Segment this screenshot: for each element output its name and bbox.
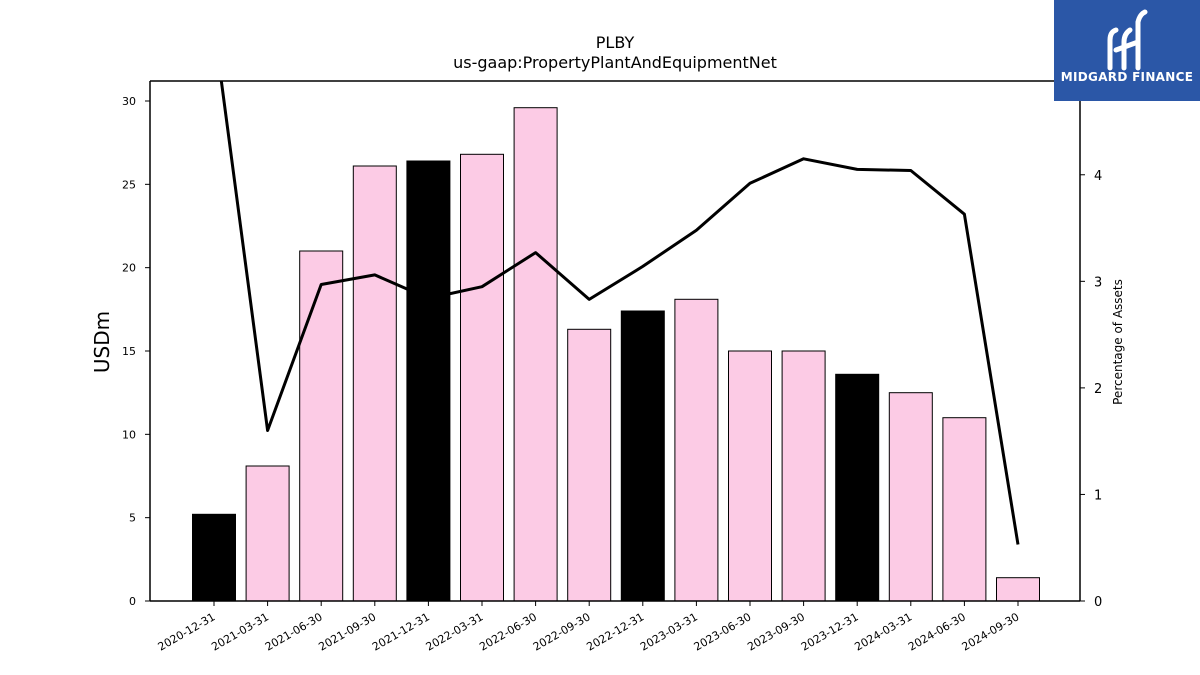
x-tick-label: 2024-03-31: [852, 610, 914, 653]
logo-text: MIDGARD FINANCE: [1061, 70, 1193, 84]
y-tick-label: 10: [122, 428, 136, 441]
chart-title: PLBY: [596, 33, 635, 52]
chart-subtitle: us-gaap:PropertyPlantAndEquipmentNet: [453, 53, 777, 72]
x-tick-label: 2022-06-30: [477, 610, 539, 653]
x-tick-label: 2024-09-30: [960, 610, 1022, 653]
x-tick-label: 2023-03-31: [638, 610, 700, 653]
bar: [781, 350, 826, 602]
bar: [728, 350, 772, 602]
bar: [996, 577, 1040, 602]
y2-tick-label: 0: [1094, 595, 1102, 610]
bar: [352, 165, 397, 602]
bar: [192, 513, 236, 602]
bar-series: [192, 107, 1040, 602]
x-tick-label: 2023-12-31: [799, 610, 861, 653]
x-tick-label: 2022-03-31: [424, 610, 486, 653]
bar: [245, 465, 290, 602]
y-axis-right-ticks: 0 1 2 3 4: [1080, 169, 1102, 610]
y-tick-label: 15: [122, 345, 136, 358]
x-tick-label: 2021-06-30: [263, 610, 325, 653]
bar: [674, 298, 719, 602]
x-tick-label: 2021-03-31: [209, 610, 271, 653]
logo-mark-icon: [1107, 9, 1148, 71]
x-tick-label: 2021-09-30: [316, 610, 378, 653]
y-tick-label: 20: [122, 262, 136, 275]
x-tick-label: 2023-09-30: [745, 610, 807, 653]
bar: [460, 153, 504, 602]
line-series: [219, 81, 1020, 545]
x-tick-label: 2022-09-30: [531, 610, 593, 653]
y-tick-label: 25: [122, 178, 136, 191]
bar: [513, 107, 558, 602]
bar: [299, 250, 344, 602]
y2-tick-label: 4: [1094, 169, 1102, 184]
x-tick-label: 2020-12-31: [156, 610, 218, 653]
bar: [406, 160, 451, 602]
y-tick-label: 0: [129, 595, 136, 608]
y2-tick-label: 2: [1094, 382, 1102, 397]
percentage-line: [219, 81, 1020, 545]
x-tick-label: 2023-06-30: [692, 610, 754, 653]
y2-axis-label: Percentage of Assets: [1111, 279, 1125, 405]
y-tick-label: 5: [129, 512, 136, 525]
x-tick-label: 2024-06-30: [906, 610, 968, 653]
y2-tick-label: 3: [1094, 275, 1102, 290]
x-tick-label: 2021-12-31: [370, 610, 432, 653]
bar: [942, 417, 987, 602]
y2-tick-label: 1: [1094, 488, 1102, 503]
bar: [567, 328, 612, 602]
y-tick-label: 30: [122, 95, 136, 108]
y-axis-label: USDm: [90, 311, 114, 373]
midgard-finance-logo: MIDGARD FINANCE: [1054, 0, 1200, 101]
bar: [835, 373, 880, 602]
bar: [888, 392, 933, 602]
bar: [620, 310, 665, 602]
x-tick-label: 2022-12-31: [584, 610, 646, 653]
x-axis-ticks: 2020-12-312021-03-312021-06-302021-09-30…: [156, 601, 1022, 654]
logo-background: [1054, 0, 1200, 101]
y-axis-left-ticks: 0 5 10 15 20 25 30: [122, 95, 150, 608]
axes: [149, 80, 1081, 602]
